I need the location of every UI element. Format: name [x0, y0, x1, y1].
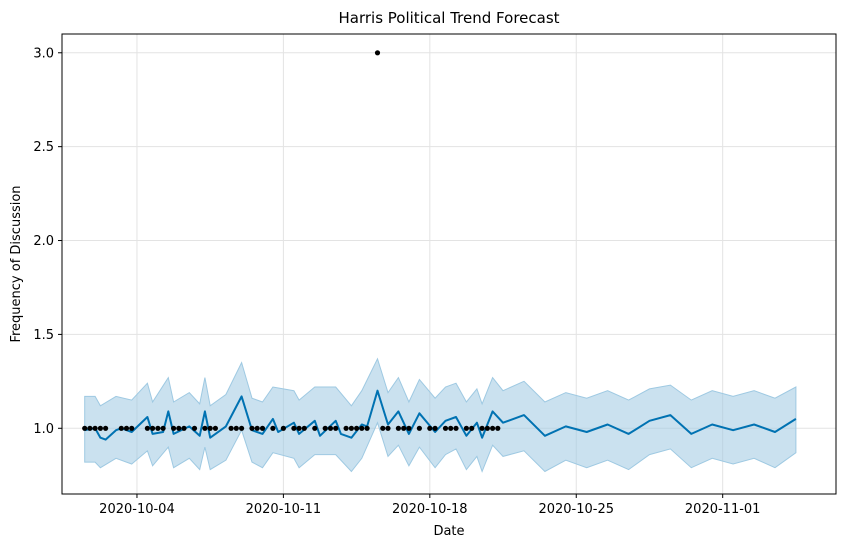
x-tick-label: 2020-10-04: [99, 502, 175, 517]
observed-point: [469, 425, 475, 431]
observed-point: [448, 425, 454, 431]
x-tick-label: 2020-11-01: [685, 502, 761, 517]
observed-point: [181, 425, 187, 431]
observed-point: [312, 425, 318, 431]
observed-point: [333, 425, 339, 431]
observed-point: [191, 425, 198, 431]
observed-point: [296, 425, 302, 431]
y-tick-label: 2.5: [33, 140, 54, 155]
forecast-line-layer: [84, 389, 797, 441]
observed-point: [401, 425, 407, 431]
observed-point: [406, 425, 412, 431]
x-tick-label: 2020-10-25: [538, 502, 614, 517]
observed-point: [280, 425, 286, 431]
observed-point: [385, 425, 391, 431]
observed-point: [432, 425, 438, 431]
y-tick-label: 2.0: [33, 234, 54, 249]
observed-point: [301, 425, 307, 431]
observed-point: [249, 425, 255, 431]
observed-point: [380, 425, 386, 431]
observed-point: [343, 425, 349, 431]
observed-point: [150, 425, 156, 431]
y-axis-label: Frequency of Discussion: [9, 185, 24, 342]
y-axis-ticks: 1.0 1.5 2.0 2.5 3.0: [33, 46, 62, 437]
observed-point: [490, 425, 496, 431]
observed-point: [416, 425, 422, 431]
observed-point: [427, 425, 433, 431]
observed-point: [171, 425, 177, 431]
y-tick-label: 1.5: [33, 328, 54, 343]
observed-point: [442, 425, 449, 431]
observed-point: [327, 425, 334, 431]
plot-area-frame: [61, 33, 837, 495]
observed-point: [160, 425, 166, 431]
x-tick-label: 2020-10-11: [246, 502, 322, 517]
observed-point: [479, 425, 485, 431]
observed-point: [176, 425, 182, 431]
observed-point: [129, 425, 135, 431]
observed-point: [212, 425, 218, 431]
observed-point: [239, 425, 245, 431]
chart-title: Harris Political Trend Forecast: [338, 9, 559, 27]
uncertainty-band: [84, 357, 797, 473]
observed-point: [103, 425, 109, 431]
observed-point: [87, 425, 93, 431]
observed-point: [118, 425, 124, 431]
y-tick-label: 1.0: [33, 422, 54, 437]
observed-point: [259, 425, 266, 431]
observed-points-layer: [82, 50, 501, 431]
x-axis-ticks: 2020-10-04 2020-10-11 2020-10-18 2020-10-25…: [99, 494, 760, 517]
observed-point: [354, 425, 360, 431]
observed-point: [364, 425, 370, 431]
observed-point: [395, 425, 401, 431]
observed-point: [453, 425, 459, 431]
y-tick-label: 3.0: [33, 46, 54, 61]
observed-point: [463, 425, 469, 431]
observed-point: [495, 425, 501, 431]
x-axis-label: Date: [433, 524, 464, 539]
observed-point: [228, 425, 234, 431]
observed-point: [254, 425, 260, 431]
observed-point: [348, 425, 354, 431]
observed-point: [270, 425, 276, 431]
observed-point: [359, 425, 365, 431]
x-tick-label: 2020-10-18: [392, 502, 468, 517]
forecast-line: [84, 389, 797, 441]
observed-point: [233, 425, 239, 431]
observed-point: [92, 425, 98, 431]
observed-point: [202, 425, 208, 431]
observed-point: [322, 425, 328, 431]
uncertainty-band-layer: [84, 357, 797, 473]
observed-point: [374, 50, 381, 56]
observed-point: [97, 425, 103, 431]
observed-point: [144, 425, 150, 431]
observed-point: [484, 425, 490, 431]
observed-point: [207, 425, 213, 431]
observed-point: [82, 425, 88, 431]
observed-point: [155, 425, 161, 431]
observed-point: [123, 425, 130, 431]
observed-point: [291, 425, 297, 431]
